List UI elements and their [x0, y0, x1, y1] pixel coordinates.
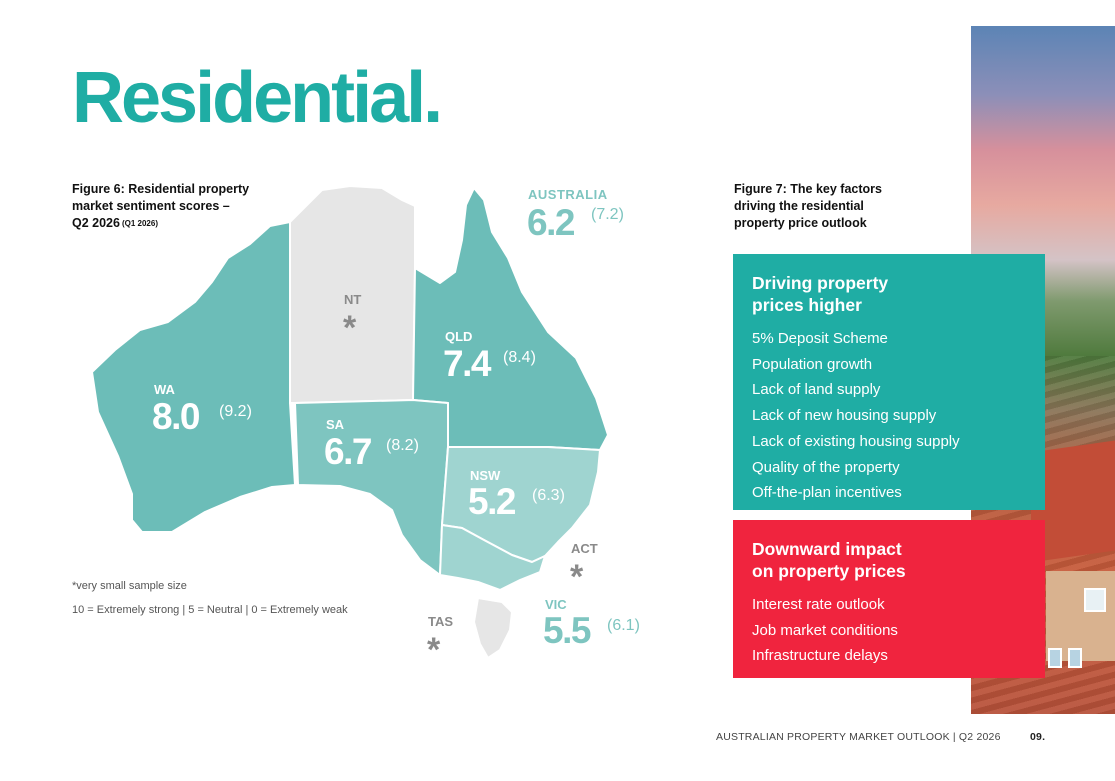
act-score: *	[570, 558, 584, 596]
factors-lower-heading-line: Downward impact	[752, 539, 902, 559]
factors-higher-box: Driving property prices higher 5% Deposi…	[733, 254, 1045, 510]
national-score: 6.2	[527, 202, 575, 243]
sample-size-note: *very small sample size	[72, 580, 187, 592]
sa-score: 6.7	[324, 431, 371, 472]
factors-lower-box: Downward impact on property prices Inter…	[733, 520, 1045, 678]
region-tas	[473, 597, 513, 659]
national-label: AUSTRALIA	[528, 187, 608, 202]
factor-item: Population growth	[752, 355, 873, 373]
factors-lower-heading-line: on property prices	[752, 561, 906, 581]
region-vic	[439, 524, 546, 591]
qld-score: 7.4	[443, 343, 492, 384]
photo-window	[1084, 588, 1106, 612]
qld-label: QLD	[445, 329, 472, 344]
factor-item: Infrastructure delays	[752, 647, 888, 665]
nsw-label: NSW	[470, 468, 501, 483]
factor-item: Lack of existing housing supply	[752, 432, 960, 450]
photo-window	[1068, 648, 1082, 668]
tas-label: TAS	[428, 614, 453, 629]
nt-label: NT	[344, 292, 361, 307]
figure-6-caption-line: Q2 2026	[72, 216, 120, 230]
footer-publication-title: AUSTRALIAN PROPERTY MARKET OUTLOOK | Q2 …	[716, 731, 1001, 743]
factor-item: Quality of the property	[752, 458, 900, 476]
region-wa	[91, 221, 296, 533]
factor-item: Lack of land supply	[752, 381, 881, 399]
nt-score: *	[343, 309, 357, 347]
photo-window	[1048, 648, 1062, 668]
factors-higher-heading-line: prices higher	[752, 295, 862, 315]
scale-legend-note: 10 = Extremely strong | 5 = Neutral | 0 …	[72, 604, 348, 616]
factor-item: Lack of new housing supply	[752, 407, 937, 425]
tas-score: *	[427, 631, 441, 669]
vic-score: 5.5	[543, 610, 591, 651]
factors-lower-list: Interest rate outlook Job market conditi…	[752, 592, 1026, 669]
region-sa	[294, 399, 449, 576]
act-label: ACT	[571, 541, 598, 556]
national-previous-score: (7.2)	[591, 206, 624, 223]
sa-label: SA	[326, 417, 345, 432]
factors-higher-heading: Driving property prices higher	[752, 272, 952, 316]
figure-7-caption-line: property price outlook	[734, 216, 867, 230]
sa-previous-score: (8.2)	[386, 437, 419, 454]
figure-6-caption-line: market sentiment scores –	[72, 199, 230, 213]
factor-item: Interest rate outlook	[752, 596, 885, 613]
footer-page-number: 09.	[1030, 731, 1046, 743]
figure-6-caption-line: Figure 6: Residential property	[72, 182, 250, 196]
wa-score: 8.0	[152, 396, 200, 437]
factors-higher-heading-line: Driving property	[752, 273, 889, 293]
factor-item: Off-the-plan incentives	[752, 484, 902, 502]
wa-previous-score: (9.2)	[219, 403, 252, 420]
figure-7-caption-line: Figure 7: The key factors	[734, 182, 882, 196]
figure-6-caption-previous: (Q1 2026)	[121, 219, 158, 228]
photo-wall	[1046, 571, 1115, 661]
page-title: Residential.	[72, 58, 443, 138]
nsw-previous-score: (6.3)	[532, 487, 565, 504]
wa-label: WA	[154, 382, 176, 397]
australia-sentiment-map: AUSTRALIA 6.2 (7.2) WA 8.0 (9.2) NT * QL…	[91, 185, 640, 669]
factor-item: Job market conditions	[752, 621, 898, 639]
figure-6-caption: Figure 6: Residential property market se…	[72, 181, 272, 232]
vic-previous-score: (6.1)	[607, 617, 640, 634]
nsw-score: 5.2	[468, 481, 516, 522]
factor-item: 5% Deposit Scheme	[752, 330, 888, 347]
qld-previous-score: (8.4)	[503, 349, 536, 366]
factors-lower-heading: Downward impact on property prices	[752, 538, 952, 582]
figure-7-caption: Figure 7: The key factors driving the re…	[734, 181, 924, 232]
factors-higher-list: 5% Deposit Scheme Population growth Lack…	[752, 326, 1026, 506]
figure-7-caption-line: driving the residential	[734, 199, 864, 213]
vic-label: VIC	[545, 597, 567, 612]
